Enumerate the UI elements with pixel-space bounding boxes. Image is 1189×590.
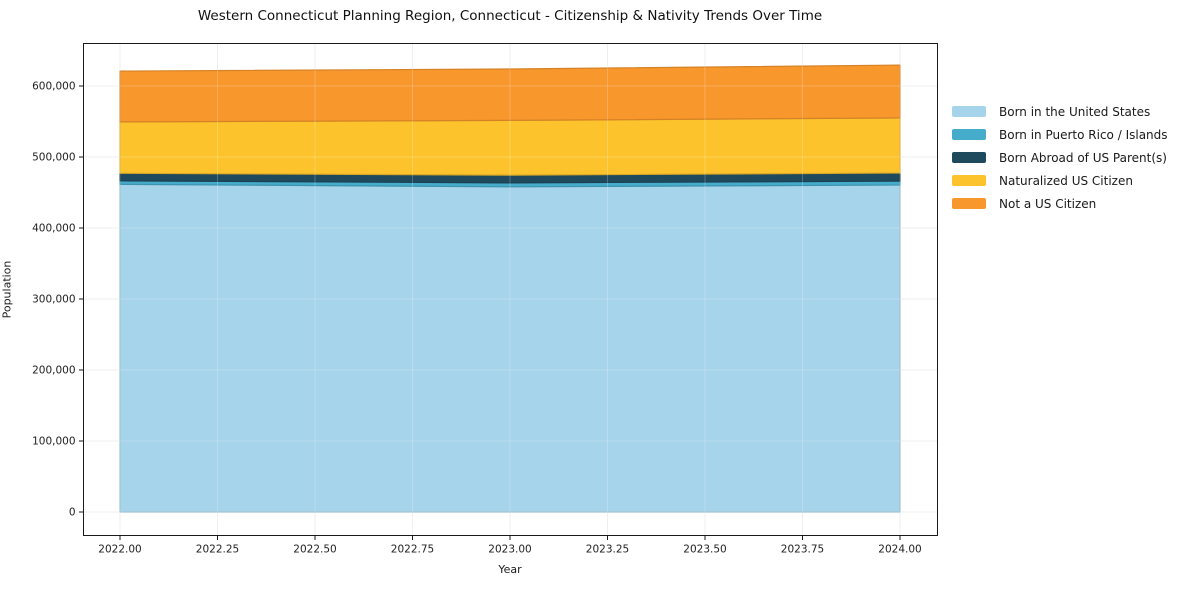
x-tick-label: 2022.00 bbox=[98, 544, 141, 556]
x-tick-label: 2022.50 bbox=[293, 544, 336, 556]
legend-color-swatch bbox=[952, 129, 986, 140]
x-tick-label: 2023.50 bbox=[683, 544, 726, 556]
legend-label: Born in the United States bbox=[999, 104, 1151, 119]
y-tick-label: 500,000 bbox=[32, 152, 75, 164]
y-tick-label: 0 bbox=[69, 507, 76, 519]
chart-title: Western Connecticut Planning Region, Con… bbox=[197, 8, 823, 24]
y-axis-label: Population bbox=[0, 260, 14, 319]
area-series-4 bbox=[119, 64, 901, 123]
overlay-gridlines bbox=[83, 43, 938, 536]
legend: Born in the United States Born in Puerto … bbox=[952, 104, 1168, 211]
legend-label: Born in Puerto Rico / Islands bbox=[999, 127, 1168, 142]
legend-color-swatch bbox=[952, 198, 986, 209]
legend-item: Born in the United States bbox=[952, 104, 1168, 119]
x-tick-label: 2024.00 bbox=[878, 544, 921, 556]
y-tick-label: 200,000 bbox=[32, 365, 75, 377]
x-axis-label: Year bbox=[498, 563, 522, 576]
y-tick-label: 400,000 bbox=[32, 223, 75, 235]
stacked-areas bbox=[119, 64, 901, 513]
legend-item: Naturalized US Citizen bbox=[952, 173, 1168, 188]
x-tick-label: 2022.25 bbox=[196, 544, 239, 556]
x-tick-label: 2022.75 bbox=[391, 544, 434, 556]
legend-label: Not a US Citizen bbox=[999, 196, 1097, 211]
legend-color-swatch bbox=[952, 152, 986, 163]
legend-label: Naturalized US Citizen bbox=[999, 173, 1133, 188]
x-tick-label: 2023.25 bbox=[586, 544, 629, 556]
x-tick-label: 2023.00 bbox=[488, 544, 531, 556]
legend-label: Born Abroad of US Parent(s) bbox=[999, 150, 1167, 165]
legend-item: Born in Puerto Rico / Islands bbox=[952, 127, 1168, 142]
legend-color-swatch bbox=[952, 175, 986, 186]
legend-item: Born Abroad of US Parent(s) bbox=[952, 150, 1168, 165]
y-tick-label: 100,000 bbox=[32, 436, 75, 448]
y-tick-label: 300,000 bbox=[32, 294, 75, 306]
x-tick-label: 2023.75 bbox=[781, 544, 824, 556]
axis-ticks: 0 100,000 200,000 300,000 400,000 500,000 600,… bbox=[32, 81, 922, 556]
legend-color-swatch bbox=[952, 106, 986, 117]
y-tick-label: 600,000 bbox=[32, 81, 75, 93]
legend-item: Not a US Citizen bbox=[952, 196, 1168, 211]
